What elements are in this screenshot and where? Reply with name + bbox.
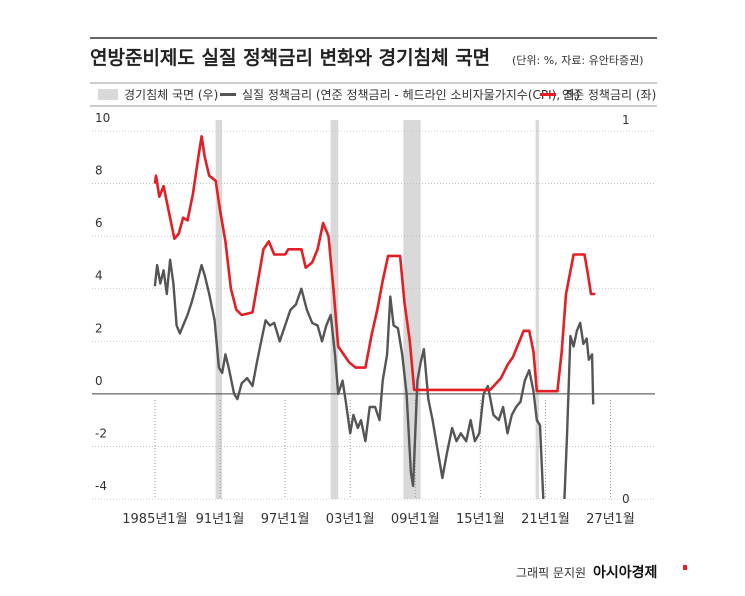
legend-label: 실질 정책금리 (연준 정책금리 - 헤드라인 소비자물가지수(CPI), 좌) [242, 87, 580, 102]
series-line [153, 135, 596, 393]
x-tick-label: 27년1월 [586, 512, 635, 527]
credit: 그래픽 문지원 [516, 566, 586, 580]
y-tick-label: 4 [95, 269, 103, 283]
y2-tick-label: 1 [622, 113, 630, 127]
x-tick-label: 21년1월 [521, 512, 570, 527]
x-tick-label: 1985년1월 [122, 512, 187, 527]
y-tick-label: 8 [95, 164, 103, 178]
recession-band [535, 120, 539, 499]
y-tick-label: 10 [95, 111, 110, 125]
y2-tick-label: 0 [622, 492, 630, 506]
x-tick-label: 03년1월 [326, 512, 375, 527]
y-tick-label: 2 [95, 321, 103, 335]
brand: 아시아경제 [593, 564, 657, 581]
y-tick-label: 0 [95, 374, 103, 388]
y-tick-label: 6 [95, 216, 103, 230]
y-tick-label: -2 [95, 426, 107, 440]
brand-mark [683, 565, 687, 570]
x-tick-label: 91년1월 [196, 512, 245, 527]
recession-band [215, 120, 223, 499]
chart-title: 연방준비제도 실질 정책금리 변화와 경기침체 국면 [90, 47, 490, 69]
x-tick-label: 15년1월 [456, 512, 505, 527]
chart-subtitle: (단위: %, 자료: 유안타증권) [512, 54, 644, 67]
plot-area [153, 135, 596, 499]
legend-swatch [98, 89, 118, 100]
legend-label: 경기침체 국면 (우) [124, 88, 218, 102]
series-line [153, 258, 595, 499]
legend-label: 연준 정책금리 (좌) [562, 87, 656, 102]
y-tick-label: -4 [95, 479, 107, 493]
x-tick-label: 97년1월 [261, 512, 310, 527]
x-tick-label: 09년1월 [391, 512, 440, 527]
